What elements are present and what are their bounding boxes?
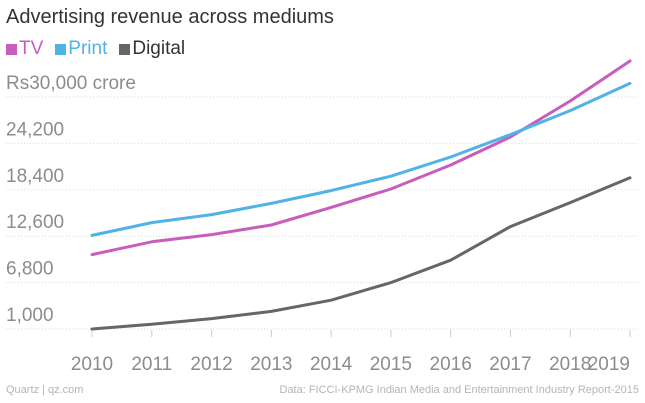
x-tick-label-2016: 2016 (430, 354, 472, 375)
x-tick-label-2012: 2012 (190, 354, 232, 375)
data-point-digital-2016[interactable] (448, 257, 454, 263)
data-point-tv-2016[interactable] (448, 162, 454, 168)
data-point-digital-2017[interactable] (507, 224, 513, 230)
data-point-digital-2010[interactable] (89, 326, 95, 332)
data-point-print-2018[interactable] (567, 108, 573, 114)
series-lines (89, 58, 633, 332)
data-point-print-2015[interactable] (388, 173, 394, 179)
grid-lines (6, 96, 639, 330)
legend-swatch-print (55, 43, 67, 55)
data-point-tv-2014[interactable] (328, 204, 334, 210)
data-point-tv-2019[interactable] (627, 58, 633, 64)
data-point-digital-2014[interactable] (328, 297, 334, 303)
x-tick-label-2018: 2018 (549, 354, 591, 375)
data-point-digital-2011[interactable] (149, 321, 155, 327)
data-point-tv-2015[interactable] (388, 186, 394, 192)
data-point-print-2014[interactable] (328, 188, 334, 194)
data-point-tv-2011[interactable] (149, 239, 155, 245)
data-point-print-2011[interactable] (149, 220, 155, 226)
y-tick-label-24-200: 24,200 (6, 119, 64, 140)
x-tick-label-2011: 2011 (131, 354, 172, 375)
legend-item-tv[interactable]: TV (6, 38, 43, 60)
data-point-tv-2010[interactable] (89, 252, 95, 258)
x-tick-label-2015: 2015 (370, 354, 412, 375)
data-point-tv-2012[interactable] (209, 232, 215, 238)
y-tick-label-12-600: 12,600 (6, 212, 64, 233)
y-tick-label-1-000: 1,000 (6, 305, 54, 326)
data-point-tv-2013[interactable] (268, 222, 274, 228)
line-chart: 1,000 6,800 12,600 18,400 24,200 Rs30,000 cro… (6, 58, 639, 375)
chart-title: Advertising revenue across mediums (6, 6, 334, 28)
data-point-print-2010[interactable] (89, 232, 95, 238)
x-tick-label-2019: 2019 (588, 354, 630, 375)
data-point-print-2019[interactable] (627, 80, 633, 86)
y-axis: 1,000 6,800 12,600 18,400 24,200 Rs30,000 cro… (6, 73, 136, 326)
x-tick-label-2014: 2014 (310, 354, 353, 375)
series-line-print[interactable] (90, 81, 632, 237)
legend-label-print: Print (68, 38, 108, 59)
legend-swatch-tv (6, 43, 17, 55)
footer-source: Data: FICCI-KPMG Indian Media and Entert… (279, 384, 639, 396)
y-tick-label-18-400: 18,400 (6, 166, 64, 187)
series-line-digital[interactable] (90, 176, 632, 331)
legend: TV Print Digital (6, 38, 185, 60)
data-point-digital-2019[interactable] (627, 175, 633, 181)
x-tick-label-2013: 2013 (250, 354, 292, 375)
footer-credit: Quartz | qz.com (6, 384, 84, 396)
data-point-tv-2018[interactable] (567, 98, 573, 104)
data-point-digital-2015[interactable] (388, 280, 394, 286)
data-point-print-2016[interactable] (448, 154, 454, 160)
y-tick-label-6-800: 6,800 (6, 259, 54, 280)
legend-swatch-digital (119, 43, 131, 55)
data-point-print-2013[interactable] (268, 200, 274, 206)
data-point-digital-2013[interactable] (268, 308, 274, 314)
legend-item-digital[interactable]: Digital (119, 38, 185, 60)
legend-label-tv: TV (19, 38, 44, 59)
data-point-digital-2018[interactable] (567, 200, 573, 206)
legend-item-print[interactable]: Print (55, 38, 107, 60)
data-point-print-2012[interactable] (209, 212, 215, 218)
series-line-tv[interactable] (90, 59, 632, 257)
data-point-digital-2012[interactable] (209, 316, 215, 322)
data-point-print-2017[interactable] (507, 132, 513, 138)
legend-label-digital: Digital (132, 38, 186, 59)
y-tick-label-rs30-000-crore: Rs30,000 crore (6, 73, 136, 94)
x-tick-label-2017: 2017 (489, 354, 531, 375)
x-tick-label-2010: 2010 (71, 354, 113, 375)
